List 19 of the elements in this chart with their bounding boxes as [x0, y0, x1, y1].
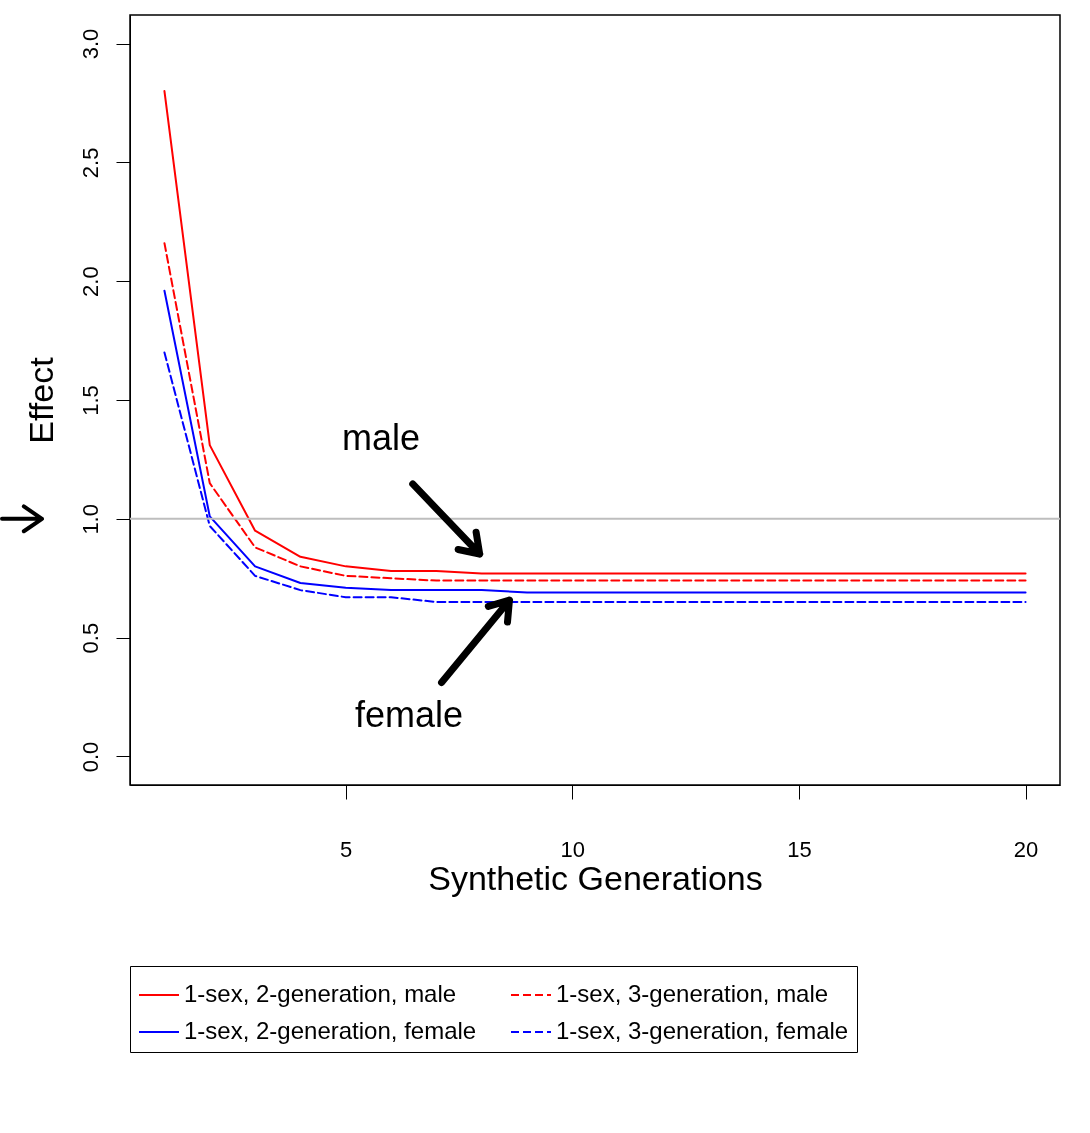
y-tick-label: 3.0 [77, 28, 103, 60]
y-tick-label: 2.0 [77, 266, 103, 297]
x-tick-label: 15 [787, 836, 812, 862]
y-tick-label: 0.0 [77, 741, 103, 773]
annotation: male [342, 416, 421, 458]
line-series [163, 90, 1027, 575]
y-tick-label: 0.5 [77, 622, 103, 654]
legend-label: 1-sex, 3-generation, male [556, 980, 829, 1007]
legend-label: 1-sex, 2-generation, male [184, 980, 457, 1007]
legend-label: 1-sex, 2-generation, female [184, 1017, 477, 1044]
y-tick-label: 2.5 [77, 147, 103, 179]
y-axis-title: Effect [21, 356, 60, 444]
x-tick-label: 20 [1013, 836, 1039, 862]
legend-label: 1-sex, 3-generation, female [556, 1017, 849, 1044]
annotation: female [354, 693, 464, 735]
x-tick-label: 5 [340, 836, 353, 862]
line-series [163, 242, 1027, 582]
y-tick-label: 1.0 [77, 504, 103, 535]
y-tick-label: 1.5 [77, 385, 103, 416]
